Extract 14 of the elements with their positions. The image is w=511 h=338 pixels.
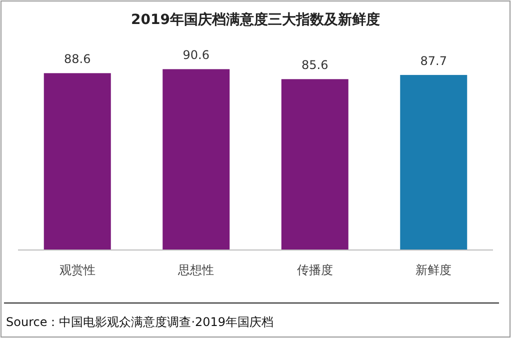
data-label: 85.6: [302, 58, 328, 72]
bar: [281, 79, 348, 250]
data-label: 87.7: [420, 54, 447, 68]
chart-title: 2019年国庆档满意度三大指数及新鲜度: [131, 11, 380, 28]
x-tick-label: 观赏性: [59, 263, 96, 277]
data-label: 88.6: [64, 52, 91, 66]
bar: [162, 69, 230, 250]
x-tick-label: 思想性: [177, 263, 214, 277]
data-label: 90.6: [182, 48, 210, 62]
bar: [44, 73, 111, 250]
bar: [400, 74, 468, 250]
source-note: Source：中国电影观众满意度调查·2019年国庆档: [6, 315, 274, 329]
x-tick-label: 新鲜度: [416, 263, 452, 277]
x-tick-label: 传播度: [296, 263, 333, 277]
